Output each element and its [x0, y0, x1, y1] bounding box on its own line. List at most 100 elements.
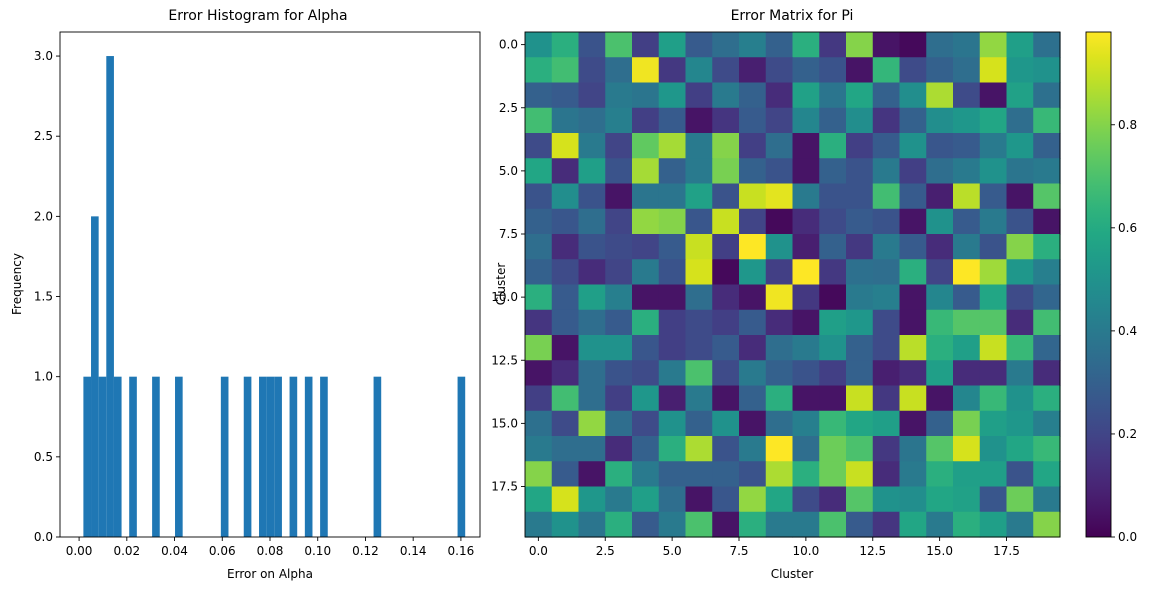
histogram-bar — [152, 376, 160, 537]
heatmap-cell — [605, 360, 633, 387]
heatmap-cell — [551, 208, 580, 235]
heatmap-x-tick-label: 17.5 — [993, 544, 1020, 558]
heatmap-cell — [712, 360, 740, 387]
heatmap-cell — [578, 133, 606, 159]
heatmap-cell — [926, 158, 954, 185]
heatmap-cell — [605, 436, 633, 462]
heatmap-cell — [819, 57, 847, 84]
heatmap-cell — [926, 82, 954, 109]
heatmap-cell — [1033, 309, 1061, 336]
heatmap-cell — [926, 234, 954, 260]
heatmap-cell — [899, 360, 927, 387]
heatmap-cell — [1033, 107, 1061, 134]
heatmap-cell — [979, 158, 1008, 185]
heatmap-cell — [578, 486, 606, 513]
heatmap-cell — [658, 309, 687, 336]
heatmap-cell — [765, 208, 794, 235]
heatmap-cell — [525, 208, 553, 235]
histogram-bar — [373, 376, 382, 537]
heatmap-cell — [819, 208, 847, 235]
histogram-bar — [91, 216, 99, 537]
heatmap-cell — [578, 183, 606, 210]
heatmap-cell — [899, 57, 927, 84]
heatmap-cell — [658, 208, 687, 235]
heatmap-cell — [739, 107, 767, 134]
heatmap-cell — [739, 284, 767, 311]
heatmap-cell — [685, 208, 713, 235]
heatmap-cell — [899, 234, 927, 260]
heatmap-cell — [926, 511, 954, 538]
heatmap-cell — [846, 511, 874, 538]
histogram-x-tick-label: 0.04 — [161, 544, 188, 558]
heatmap-cell — [953, 158, 981, 185]
heatmap-cell — [551, 486, 580, 513]
heatmap-cells — [525, 32, 1061, 538]
heatmap-cell — [1033, 208, 1061, 235]
heatmap-cell — [632, 183, 660, 210]
heatmap-cell — [525, 234, 553, 260]
heatmap-cell — [819, 183, 847, 210]
heatmap-cell — [765, 461, 794, 488]
heatmap-cell — [979, 183, 1008, 210]
heatmap-cell — [578, 335, 606, 361]
heatmap-cell — [899, 309, 927, 336]
heatmap-cell — [658, 436, 687, 462]
histogram-y-tick-label: 0.5 — [34, 450, 53, 464]
heatmap-cell — [578, 32, 606, 58]
heatmap-cell — [685, 259, 713, 286]
heatmap-x-label: Cluster — [771, 567, 814, 581]
heatmap-cell — [739, 158, 767, 185]
heatmap-cell — [551, 335, 580, 361]
heatmap-cell — [712, 57, 740, 84]
heatmap-cell — [979, 436, 1008, 462]
heatmap-cell — [846, 32, 874, 58]
heatmap-cell — [1006, 461, 1034, 488]
heatmap-cell — [632, 436, 660, 462]
heatmap-cell — [1006, 284, 1034, 311]
heatmap-cell — [658, 57, 687, 84]
heatmap-cell — [578, 234, 606, 260]
heatmap-cell — [712, 335, 740, 361]
heatmap-cell — [685, 82, 713, 109]
heatmap-cell — [1033, 82, 1061, 109]
heatmap-cell — [1006, 234, 1034, 260]
heatmap-cell — [792, 360, 820, 387]
heatmap-cell — [1033, 461, 1061, 488]
heatmap-cell — [1033, 183, 1061, 210]
heatmap-cell — [685, 335, 713, 361]
heatmap-cell — [792, 183, 820, 210]
heatmap-cell — [899, 158, 927, 185]
heatmap-cell — [739, 461, 767, 488]
heatmap-cell — [872, 234, 901, 260]
heatmap-cell — [872, 436, 901, 462]
heatmap-cell — [953, 436, 981, 462]
heatmap-cell — [792, 486, 820, 513]
heatmap-cell — [712, 208, 740, 235]
heatmap-cell — [1006, 486, 1034, 513]
histogram-x-tick-label: 0.06 — [209, 544, 236, 558]
heatmap-cell — [551, 107, 580, 134]
heatmap-cell — [953, 107, 981, 134]
heatmap-cell — [658, 410, 687, 437]
heatmap-cell — [605, 486, 633, 513]
heatmap-cell — [1033, 436, 1061, 462]
heatmap-y-tick-label: 0.0 — [499, 38, 518, 52]
heatmap-cell — [739, 57, 767, 84]
heatmap-cell — [792, 284, 820, 311]
heatmap-cell — [578, 309, 606, 336]
heatmap-cell — [846, 486, 874, 513]
heatmap-cell — [953, 32, 981, 58]
heatmap-cell — [1033, 158, 1061, 185]
heatmap-cell — [632, 158, 660, 185]
heatmap-cell — [872, 410, 901, 437]
heatmap-cell — [605, 208, 633, 235]
heatmap-cell — [525, 107, 553, 134]
heatmap-cell — [578, 410, 606, 437]
heatmap-cell — [712, 385, 740, 412]
heatmap-cell — [872, 208, 901, 235]
heatmap-cell — [979, 208, 1008, 235]
heatmap-cell — [1006, 259, 1034, 286]
heatmap-cell — [872, 360, 901, 387]
heatmap-cell — [953, 208, 981, 235]
heatmap-cell — [551, 133, 580, 159]
